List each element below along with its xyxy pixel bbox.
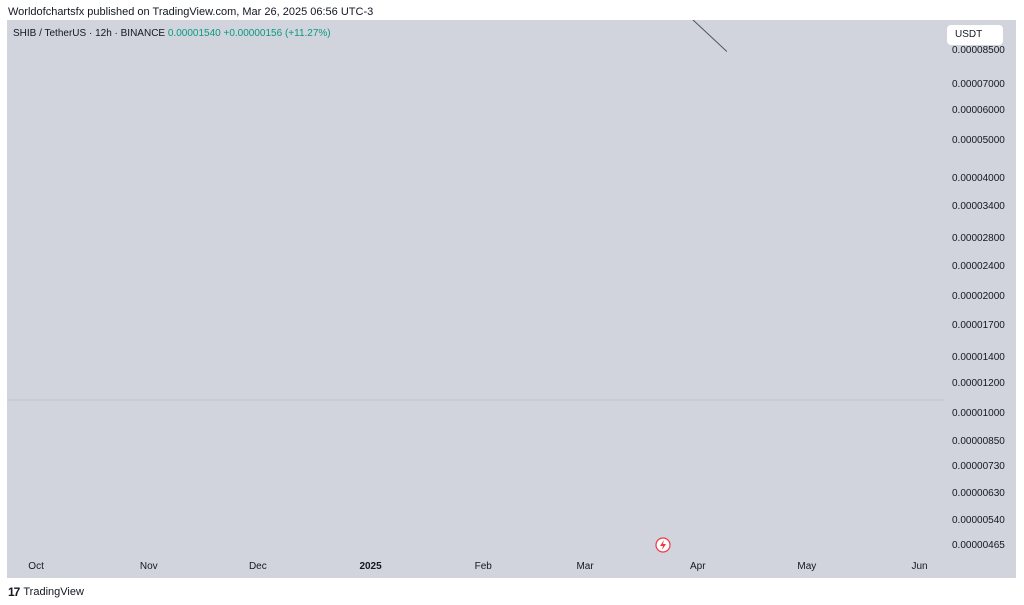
publish-info: Worldofchartsfx published on TradingView… [8, 6, 374, 18]
x-tick-label: Nov [140, 561, 158, 572]
symbol-name: SHIB / TetherUS · 12h · BINANCE [13, 28, 166, 39]
y-tick-label: 0.00001200 [952, 378, 1005, 389]
y-tick-label: 0.00000630 [952, 488, 1005, 499]
chart-frame[interactable]: 0.00001780 (115.17%) 1,780 0.000085000.0… [7, 20, 1016, 578]
x-tick-label: 2025 [359, 561, 382, 572]
x-tick-label: Jun [911, 561, 927, 572]
symbol-legend: SHIB / TetherUS · 12h · BINANCE 0.000015… [13, 28, 331, 39]
tradingview-logo-icon: 17 [8, 585, 20, 599]
y-tick-label: 0.00002800 [952, 233, 1005, 244]
y-tick-label: 0.00000730 [952, 461, 1005, 472]
y-tick-label: 0.00002400 [952, 261, 1005, 272]
x-tick-label: Oct [28, 561, 44, 572]
x-tick-label: Mar [576, 561, 594, 572]
y-tick-label: 0.00008500 [952, 45, 1005, 56]
y-tick-label: 0.00000850 [952, 436, 1005, 447]
last-price: 0.00001540 [167, 28, 221, 39]
brand-name: TradingView [23, 586, 84, 598]
currency-button[interactable]: USDT [947, 25, 1003, 45]
x-tick-label: May [797, 561, 816, 572]
y-tick-label: 0.00003400 [952, 201, 1005, 212]
lightning-bolt [660, 540, 666, 550]
price-change: +0.00000156 (+11.27%) [223, 28, 331, 39]
y-tick-label: 0.00002000 [952, 291, 1005, 302]
x-tick-label: Feb [475, 561, 493, 572]
y-tick-label: 0.00000465 [952, 540, 1005, 551]
y-tick-label: 0.00007000 [952, 79, 1005, 90]
footer: 17 TradingView [8, 585, 84, 599]
x-tick-label: Apr [690, 561, 706, 572]
y-tick-label: 0.00001700 [952, 320, 1005, 331]
y-tick-label: 0.00006000 [952, 105, 1005, 116]
y-tick-label: 0.00004000 [952, 173, 1005, 184]
x-tick-label: Dec [249, 561, 267, 572]
y-tick-label: 0.00001400 [952, 352, 1005, 363]
y-tick-label: 0.00000540 [952, 515, 1005, 526]
y-tick-label: 0.00001000 [952, 408, 1005, 419]
price-chart[interactable]: 0.00001780 (115.17%) 1,780 0.000085000.0… [7, 20, 1016, 578]
y-tick-label: 0.00005000 [952, 135, 1005, 146]
